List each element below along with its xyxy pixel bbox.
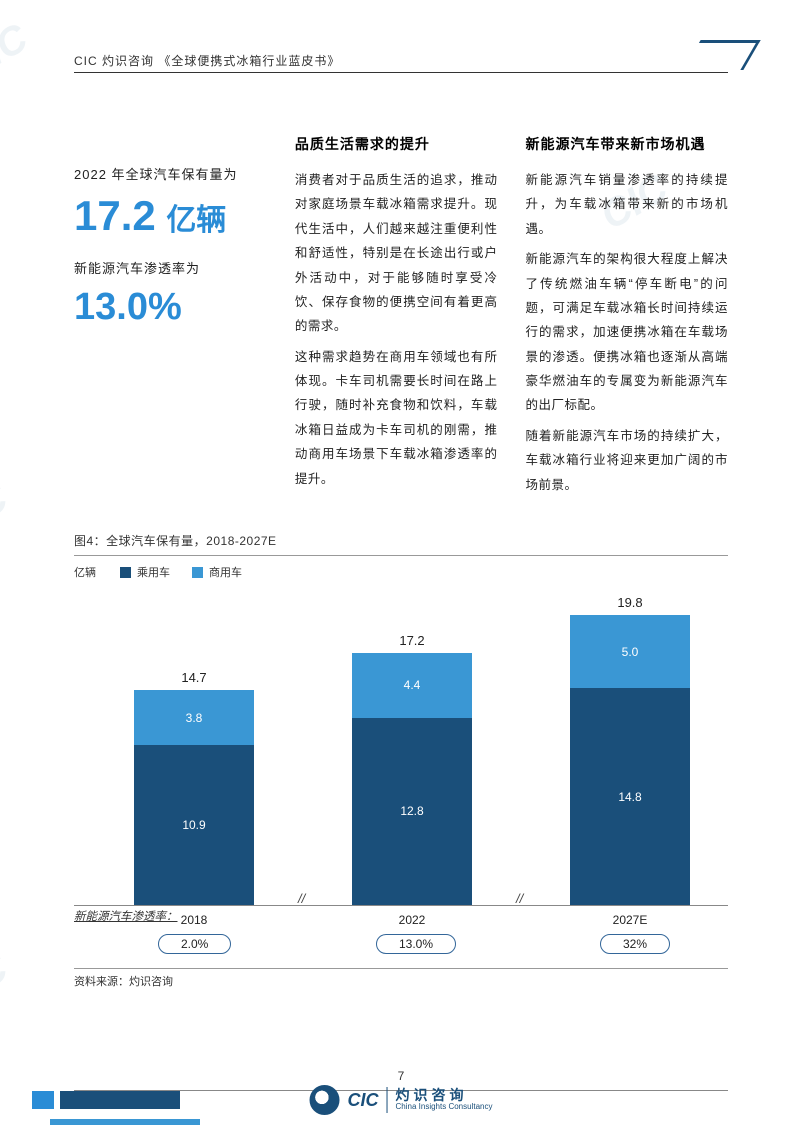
legend-swatch-a — [120, 567, 131, 578]
legend-label-a: 乘用车 — [137, 564, 170, 580]
watermark: CIC — [0, 16, 36, 89]
col-title: 品质生活需求的提升 — [295, 134, 498, 154]
intro-columns: 2022 年全球汽车保有量为 17.2 亿辆 新能源汽车渗透率为 13.0% 品… — [74, 134, 728, 514]
chart-title: 图4：全球汽车保有量，2018-2027E — [74, 532, 728, 556]
chart-legend: 亿辆 乘用车 商用车 — [74, 564, 728, 580]
bar-total: 14.7 — [134, 670, 254, 685]
bar-group: 17.24.412.82022 — [352, 653, 472, 905]
stat-label-1: 2022 年全球汽车保有量为 — [74, 164, 267, 183]
penetration-row: 新能源汽车渗透率： 2.0% 13.0% 32% — [74, 908, 728, 960]
footer-bar — [60, 1091, 180, 1109]
column-nev: 新能源汽车带来新市场机遇 新能源汽车销量渗透率的持续提升，为车载冰箱带来新的市场… — [525, 134, 728, 514]
axis-break: // — [516, 891, 523, 906]
bar-seg-commercial: 5.0 — [570, 615, 690, 688]
corner-decoration — [683, 40, 760, 70]
stat-value-2: 13.0% — [74, 287, 267, 329]
bar-total: 19.8 — [570, 595, 690, 610]
logo-abbr: CIC — [348, 1090, 379, 1111]
bar-seg-commercial: 4.4 — [352, 653, 472, 717]
paragraph: 这种需求趋势在商用车领域也有所体现。卡车司机需要长时间在路上行驶，随时补充食物和… — [295, 345, 498, 491]
column-quality: 品质生活需求的提升 消费者对于品质生活的追求，推动对家庭场景车载冰箱需求提升。现… — [295, 134, 498, 514]
bar-total: 17.2 — [352, 633, 472, 648]
logo-en: China Insights Consultancy — [396, 1103, 493, 1112]
penetration-label: 新能源汽车渗透率： — [74, 908, 728, 924]
stat-value-1: 17.2 亿辆 — [74, 193, 267, 240]
chart-source: 资料来源：灼识咨询 — [74, 968, 728, 989]
penetration-badges: 2.0% 13.0% 32% — [74, 934, 728, 960]
logo-divider — [387, 1087, 388, 1113]
paragraph: 消费者对于品质生活的追求，推动对家庭场景车载冰箱需求提升。现代生活中，人们越来越… — [295, 168, 498, 339]
col-title: 新能源汽车带来新市场机遇 — [525, 134, 728, 154]
page-number: 7 — [0, 1069, 802, 1083]
stacked-bar-chart: 14.73.810.9201817.24.412.8202219.85.014.… — [74, 586, 728, 906]
footer-bar-2 — [50, 1119, 200, 1125]
bar-seg-commercial: 3.8 — [134, 690, 254, 746]
axis-break: // — [298, 891, 305, 906]
paragraph: 新能源汽车的架构很大程度上解决了传统燃油车辆“停车断电”的问题，可满足车载冰箱长… — [525, 247, 728, 418]
bar-group: 19.85.014.82027E — [570, 615, 690, 905]
key-stats: 2022 年全球汽车保有量为 17.2 亿辆 新能源汽车渗透率为 13.0% — [74, 134, 267, 514]
legend-unit: 亿辆 — [74, 564, 96, 580]
watermark: CIC — [0, 946, 16, 1019]
bar-seg-passenger: 12.8 — [352, 718, 472, 905]
header-rule — [74, 72, 728, 73]
stat-label-2: 新能源汽车渗透率为 — [74, 258, 267, 277]
legend-label-b: 商用车 — [209, 564, 242, 580]
logo-cn: 灼识咨询 — [396, 1088, 493, 1103]
penetration-badge: 13.0% — [376, 934, 456, 954]
page-header: CIC 灼识咨询 《全球便携式冰箱行业蓝皮书》 — [74, 52, 340, 69]
chart-section: 图4：全球汽车保有量，2018-2027E 亿辆 乘用车 商用车 14.73.8… — [74, 532, 728, 906]
bar-seg-passenger: 10.9 — [134, 745, 254, 905]
watermark: CIC — [0, 476, 16, 549]
paragraph: 新能源汽车销量渗透率的持续提升，为车载冰箱带来新的市场机遇。 — [525, 168, 728, 241]
paragraph: 随着新能源汽车市场的持续扩大，车载冰箱行业将迎来更加广阔的市场前景。 — [525, 424, 728, 497]
penetration-badge: 2.0% — [158, 934, 231, 954]
legend-swatch-b — [192, 567, 203, 578]
logo-text: 灼识咨询 China Insights Consultancy — [396, 1088, 493, 1112]
footer-logo: CIC 灼识咨询 China Insights Consultancy — [310, 1085, 493, 1115]
penetration-badge: 32% — [600, 934, 670, 954]
bar-seg-passenger: 14.8 — [570, 688, 690, 905]
cic-logo-icon — [310, 1085, 340, 1115]
bar-group: 14.73.810.92018 — [134, 690, 254, 905]
